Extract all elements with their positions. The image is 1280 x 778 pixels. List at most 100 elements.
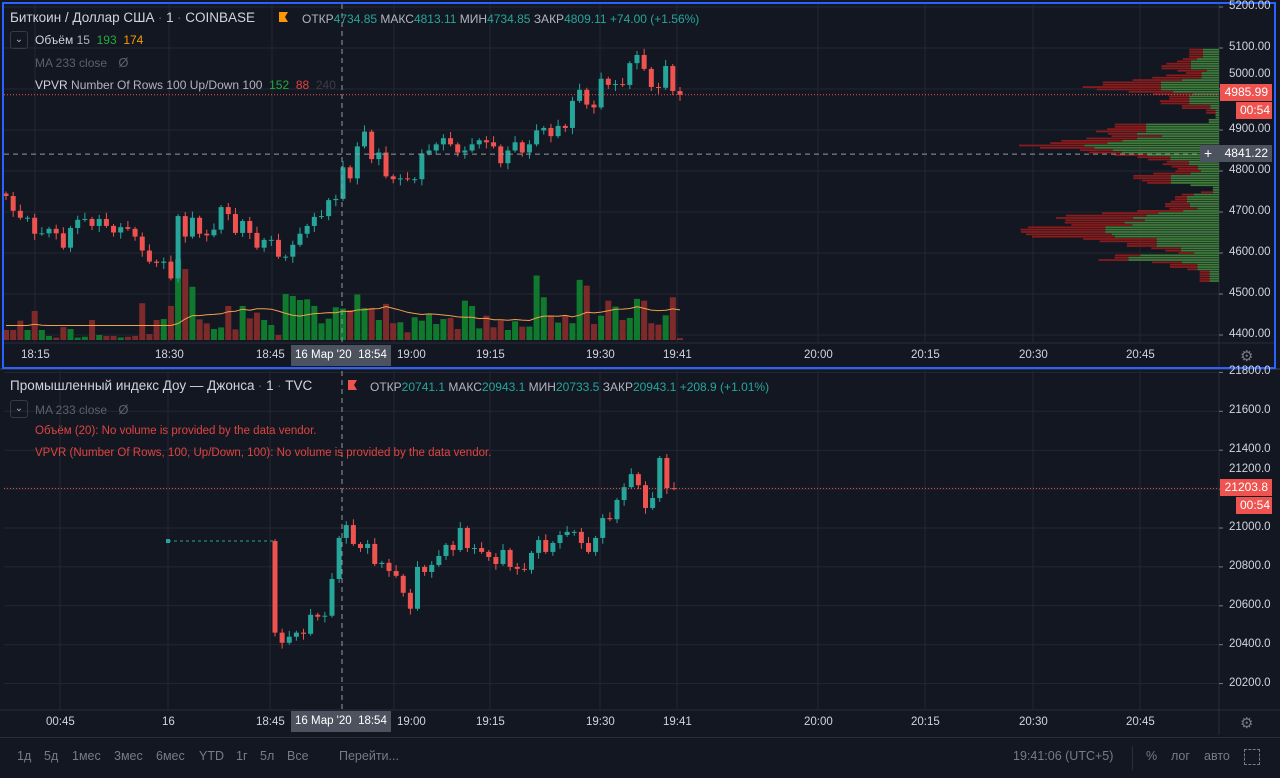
dow-candle[interactable] (272, 539, 278, 637)
btc-candle[interactable] (555, 119, 561, 139)
dow-candle[interactable] (671, 482, 677, 491)
btc-candle[interactable] (397, 174, 403, 186)
btc-candle[interactable] (448, 132, 454, 147)
gear-icon[interactable]: ⚙ (1240, 715, 1254, 732)
btc-candle[interactable] (541, 125, 547, 135)
dow-candle[interactable] (493, 553, 499, 570)
dow-candle[interactable] (529, 550, 534, 574)
dow-candle[interactable] (628, 468, 634, 490)
btc-candle[interactable] (519, 140, 525, 157)
btc-candle[interactable] (161, 257, 167, 269)
dow-candle[interactable] (279, 628, 285, 649)
btc-candle[interactable] (483, 136, 489, 149)
btc-candle[interactable] (498, 144, 504, 168)
volume-indicator-legend[interactable]: Объём 15 193 174 (35, 33, 143, 47)
btc-candle[interactable] (318, 209, 324, 219)
btc-candle[interactable] (627, 61, 633, 89)
btc-candle[interactable] (376, 148, 382, 166)
btc-candle[interactable] (240, 218, 246, 238)
btc-candle[interactable] (60, 227, 66, 250)
dow-candle[interactable] (336, 535, 342, 583)
btc-candle[interactable] (569, 96, 575, 135)
dow-candle[interactable] (643, 481, 648, 514)
dow-candle[interactable] (400, 573, 406, 597)
range-1m-button[interactable]: 1мес (72, 749, 101, 763)
btc-candle[interactable] (82, 212, 88, 222)
dow-candle[interactable] (550, 541, 556, 556)
btc-candle[interactable] (168, 255, 174, 281)
btc-candle[interactable] (290, 240, 296, 263)
btc-candle[interactable] (648, 66, 654, 92)
dow-candle[interactable] (422, 564, 428, 576)
clock-timezone[interactable]: 19:41:06 (UTC+5) (1013, 749, 1114, 763)
btc-candle[interactable] (175, 214, 181, 283)
btc-candle[interactable] (132, 226, 138, 241)
btc-candle[interactable] (311, 212, 317, 233)
btc-candle[interactable] (333, 194, 339, 207)
btc-candle[interactable] (39, 227, 45, 236)
btc-candle[interactable] (32, 213, 38, 240)
range-3m-button[interactable]: 3мес (114, 749, 143, 763)
dow-candle[interactable] (329, 573, 335, 618)
fullscreen-icon[interactable] (1244, 749, 1260, 765)
log-scale-button[interactable]: лог (1171, 749, 1190, 763)
btc-candle[interactable] (89, 216, 95, 231)
dow-candle[interactable] (379, 560, 385, 568)
range-5d-button[interactable]: 5д (44, 749, 59, 763)
eye-hidden-icon[interactable]: Ø (118, 402, 129, 417)
btc-candle[interactable] (412, 177, 418, 184)
btc-candle[interactable] (254, 226, 260, 250)
btc-candle[interactable] (598, 72, 604, 110)
percent-scale-button[interactable]: % (1146, 749, 1158, 763)
dow-candle[interactable] (664, 454, 670, 494)
btc-candle[interactable] (197, 215, 203, 238)
btc-candle[interactable] (111, 223, 117, 237)
btc-candle[interactable] (225, 202, 231, 221)
dow-candle[interactable] (586, 537, 591, 554)
btc-candle[interactable] (505, 146, 511, 170)
dow-candle[interactable] (407, 588, 413, 615)
btc-candle[interactable] (362, 125, 368, 149)
dow-candle[interactable] (600, 514, 606, 544)
dow-candle[interactable] (564, 526, 570, 537)
btc-candle[interactable] (405, 172, 411, 182)
btc-candle[interactable] (634, 50, 640, 70)
ma-indicator-legend[interactable]: MA 233 close Ø (35, 402, 129, 417)
dow-candle[interactable] (543, 534, 549, 554)
dow-candle[interactable] (514, 563, 520, 575)
btc-candle[interactable] (10, 191, 16, 217)
btc-candle[interactable] (419, 149, 425, 186)
dow-candle[interactable] (621, 483, 627, 506)
btc-candle[interactable] (96, 214, 102, 233)
collapse-indicators-button[interactable]: ⌄ (10, 31, 28, 49)
dow-candle[interactable] (308, 608, 314, 636)
eye-hidden-icon[interactable]: Ø (118, 55, 129, 70)
dow-candle[interactable] (650, 492, 656, 510)
btc-candle[interactable] (491, 136, 497, 149)
btc-candle[interactable] (577, 83, 583, 103)
dow-candle[interactable] (536, 536, 542, 559)
btc-candle[interactable] (440, 134, 446, 151)
symbol-name[interactable]: Биткоин / Доллар США (10, 10, 155, 25)
btc-candle[interactable] (469, 138, 475, 153)
btc-candle[interactable] (46, 226, 52, 238)
collapse-indicators-button[interactable]: ⌄ (10, 400, 28, 418)
btc-candle[interactable] (304, 223, 310, 238)
btc-candle[interactable] (390, 174, 396, 184)
btc-candle[interactable] (146, 244, 152, 264)
btc-candle[interactable] (670, 63, 676, 96)
dow-candle[interactable] (372, 538, 378, 566)
btc-candle[interactable] (591, 100, 597, 114)
dow-candle[interactable] (472, 544, 477, 554)
dow-candle[interactable] (301, 628, 306, 640)
btc-candle[interactable] (261, 237, 267, 252)
btc-candle[interactable] (297, 227, 303, 247)
dow-candle[interactable] (450, 541, 456, 556)
dow-candle[interactable] (415, 561, 420, 611)
btc-candle[interactable] (605, 76, 611, 89)
dow-candle[interactable] (578, 528, 584, 549)
dow-candle[interactable] (365, 540, 371, 554)
btc-candle[interactable] (247, 216, 253, 240)
range-1y-button[interactable]: 1г (236, 749, 248, 763)
